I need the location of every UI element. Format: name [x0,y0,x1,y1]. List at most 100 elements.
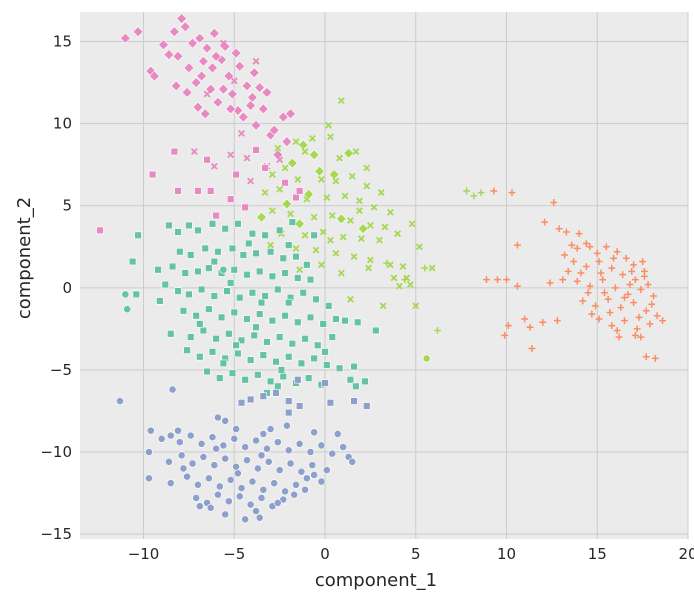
data-point-diamond [277,111,289,123]
data-point-plus [602,243,610,251]
data-point-plus [637,286,645,293]
data-point-diamond [170,80,182,92]
data-point-square [214,247,222,256]
data-point-square [210,292,219,300]
data-point-plus [622,254,630,262]
data-point-x [377,189,385,197]
data-point-x [268,207,276,215]
data-point-square [310,231,318,239]
x-tick-label: 20 [678,545,694,563]
data-point-plus [588,310,596,318]
data-point-plus [503,276,510,284]
data-point-plus [575,230,583,238]
data-point-plus [528,345,536,352]
data-point-circle [270,479,279,488]
data-point-circle [243,456,251,465]
data-point-circle [214,490,222,499]
data-point-circle [174,426,182,435]
data-point-x [252,57,260,65]
data-point-square [252,323,260,331]
data-point-square [132,290,140,299]
data-point-plus [613,327,621,334]
data-point-circle [306,448,315,456]
y-tick-label: −5 [50,361,72,379]
data-point-square [205,305,213,313]
data-point-diamond [254,82,266,93]
data-point-square [292,252,300,261]
data-point-x [323,194,331,201]
data-point-diamond [286,157,298,169]
data-point-square [321,379,329,387]
data-point-x [346,217,354,224]
data-point-circle [157,434,166,443]
data-point-x [327,133,334,141]
data-point-x [356,207,363,215]
data-point-square [288,218,297,226]
data-point-square [341,316,349,325]
data-point-circle [166,479,175,488]
data-point-square [174,287,182,295]
data-point-square [281,269,289,277]
data-point-x [317,176,325,183]
data-point-circle [192,494,201,502]
data-point-x [337,97,345,105]
data-point-square [206,187,215,195]
data-point-plus [613,248,621,256]
data-point-plus [639,258,647,265]
data-point-plus [513,241,521,249]
data-point-x [395,282,403,290]
data-point-diamond [268,124,280,136]
data-point-square [274,285,282,294]
data-point-square [154,266,162,274]
data-point-plus [568,241,576,249]
data-point-diamond [241,80,253,92]
data-point-x [337,269,345,277]
x-tick-label: −10 [128,545,160,563]
data-point-square [275,226,284,235]
data-point-x [390,274,398,282]
data-point-square [324,302,333,310]
data-point-square [255,310,264,318]
data-point-square [203,156,211,164]
data-point-square [246,356,255,364]
data-point-x [243,154,251,162]
data-point-diamond [217,83,229,95]
data-point-diamond [308,149,320,161]
data-point-plus [401,276,409,284]
data-point-circle [197,439,206,448]
data-point-plus [642,307,650,315]
data-point-plus [597,269,605,277]
data-point-circle [248,477,257,486]
data-point-square [201,244,209,253]
data-point-x [370,203,378,211]
data-point-plus [564,267,572,275]
data-point-square [194,267,202,276]
data-point-plus [586,282,594,290]
data-point-x [238,130,245,137]
data-point-square [212,335,220,343]
data-points [96,13,666,524]
data-point-square [301,335,309,343]
data-point-square [199,326,208,335]
data-point-square [234,220,242,228]
data-point-x [301,231,309,239]
data-point-plus [642,353,650,361]
data-point-square [281,312,289,320]
data-point-diamond [199,108,211,120]
data-point-circle [310,428,319,437]
data-point-diamond [250,119,262,131]
data-point-circle [284,446,293,455]
data-point-x [376,236,383,244]
data-point-plus [621,294,628,302]
data-point-plus [555,225,563,233]
data-point-plus [539,318,547,326]
data-point-plus [501,332,509,339]
data-point-circle [339,443,348,451]
data-point-circle [210,461,219,470]
data-point-circle [275,466,284,474]
data-point-diamond [294,218,306,230]
data-point-circle [310,471,319,479]
data-point-circle [286,459,295,468]
data-point-square [161,280,170,289]
data-point-circle [233,469,242,478]
